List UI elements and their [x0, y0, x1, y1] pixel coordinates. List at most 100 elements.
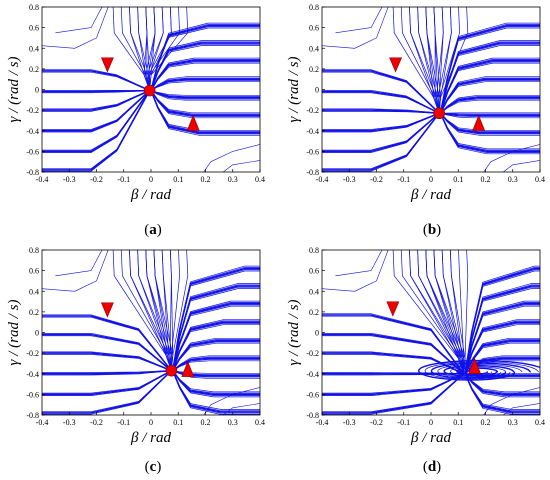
- equilibrium-point: [143, 84, 156, 97]
- streamline: [42, 314, 172, 372]
- streamline: [464, 319, 540, 375]
- streamline: [322, 372, 465, 375]
- up-triangle-marker: [472, 114, 486, 131]
- streamline: [172, 265, 260, 372]
- down-triangle-marker: [389, 57, 403, 73]
- streamline: [322, 89, 440, 114]
- y-tick-label: 0.2: [29, 65, 39, 74]
- streamline: [150, 76, 260, 91]
- x-tick-label: 0.3: [228, 418, 238, 427]
- streamline: [440, 112, 540, 150]
- x-tick-label: -0.4: [36, 175, 49, 184]
- x-axis-label: β / rad: [410, 430, 451, 446]
- x-tick-label: -0.1: [117, 418, 130, 427]
- x-tick-label: 0.1: [173, 175, 183, 184]
- streamline: [150, 90, 260, 96]
- caption-letter: a: [149, 222, 157, 238]
- streamline: [42, 69, 150, 91]
- streamline: [443, 365, 515, 377]
- streamline: [322, 108, 440, 114]
- up-triangle-marker: [186, 114, 200, 131]
- streamline: [145, 250, 172, 372]
- streamlines: [42, 250, 260, 415]
- x-tick-label: -0.2: [90, 175, 103, 184]
- streamline: [502, 403, 540, 415]
- x-tick-label: -0.2: [370, 175, 383, 184]
- y-tick-label: 0.4: [29, 287, 39, 296]
- x-tick-label: 0.1: [453, 418, 463, 427]
- x-tick-label: 0.4: [255, 418, 265, 427]
- streamline: [145, 7, 150, 91]
- streamline: [150, 90, 260, 131]
- caption-letter: b: [428, 222, 436, 238]
- caption-close: ): [436, 459, 441, 475]
- streamline: [440, 112, 540, 131]
- streamline: [150, 22, 260, 91]
- streamline: [409, 7, 440, 114]
- x-tick-label: 0.2: [201, 418, 211, 427]
- streamline: [55, 7, 103, 34]
- x-tick-label: -0.3: [343, 175, 356, 184]
- panel-b: -0.4 -0.3 -0.2 -0.1 0 0.1 0.2 0.3 0.4 0.8 0.6 0.4 0.…: [286, 3, 545, 238]
- streamline: [400, 7, 440, 114]
- panel-caption: (d): [423, 459, 441, 475]
- streamline: [42, 250, 109, 292]
- y-tick-label: 0.8: [309, 246, 319, 255]
- streamline: [417, 359, 540, 381]
- equilibrium-point: [433, 107, 445, 120]
- streamline: [172, 370, 260, 410]
- streamline: [322, 112, 440, 151]
- y-tick-label: 0.6: [29, 24, 39, 33]
- streamline: [137, 7, 150, 91]
- y-tick-label: 0.8: [29, 246, 39, 255]
- x-tick-label: 0.4: [535, 418, 545, 427]
- x-tick-label: -0.3: [63, 175, 76, 184]
- x-tick-label: -0.1: [117, 175, 130, 184]
- y-tick-label: 0.6: [29, 267, 39, 276]
- streamline: [129, 7, 150, 91]
- y-tick-label: 0: [315, 329, 319, 338]
- y-tick-label: -0.6: [306, 147, 319, 156]
- y-tick-label: 0: [315, 86, 319, 95]
- x-tick-label: -0.1: [397, 418, 410, 427]
- streamline: [42, 90, 150, 151]
- streamline: [172, 355, 260, 372]
- y-tick-label: -0.4: [26, 127, 39, 136]
- down-triangle-marker: [100, 57, 114, 73]
- streamline: [150, 57, 260, 91]
- streamline: [137, 250, 172, 372]
- panel-a: -0.4 -0.3 -0.2 -0.1 0 0.1 0.2 0.3 0.4 0.8 0.6 0.4 0.…: [6, 3, 265, 238]
- streamline: [433, 7, 441, 114]
- streamline: [425, 7, 440, 114]
- y-tick-label: 0: [35, 329, 39, 338]
- y-tick-label: -0.6: [26, 147, 39, 156]
- caption-open: (: [145, 459, 150, 475]
- caption-open: (: [144, 222, 149, 238]
- y-tick-label: -0.6: [26, 390, 39, 399]
- streamline: [430, 362, 531, 379]
- caption-open: (: [423, 222, 428, 238]
- streamline: [55, 250, 103, 277]
- x-tick-label: 0: [429, 418, 433, 427]
- up-triangle-marker: [181, 360, 195, 377]
- y-axis-label: γ / (rad / s): [286, 57, 302, 123]
- streamline: [172, 283, 260, 372]
- streamline: [42, 90, 150, 130]
- streamline: [153, 250, 174, 372]
- y-tick-label: -0.6: [306, 390, 319, 399]
- x-tick-label: 0: [149, 418, 153, 427]
- streamline: [42, 370, 172, 394]
- streamline: [222, 160, 260, 172]
- x-tick-label: -0.2: [90, 418, 103, 427]
- x-tick-label: -0.4: [316, 175, 329, 184]
- streamline: [440, 40, 540, 114]
- x-tick-label: 0: [149, 175, 153, 184]
- y-tick-label: -0.8: [26, 168, 39, 177]
- streamline: [172, 319, 260, 372]
- y-tick-label: 0.2: [309, 308, 319, 317]
- y-tick-label: -0.8: [306, 411, 319, 420]
- streamline: [172, 337, 260, 372]
- panel-c: -0.4 -0.3 -0.2 -0.1 0 0.1 0.2 0.3 0.4 0.8 0.6 0.4 0.…: [6, 246, 265, 475]
- x-tick-label: 0.2: [481, 175, 491, 184]
- x-tick-label: 0: [429, 175, 433, 184]
